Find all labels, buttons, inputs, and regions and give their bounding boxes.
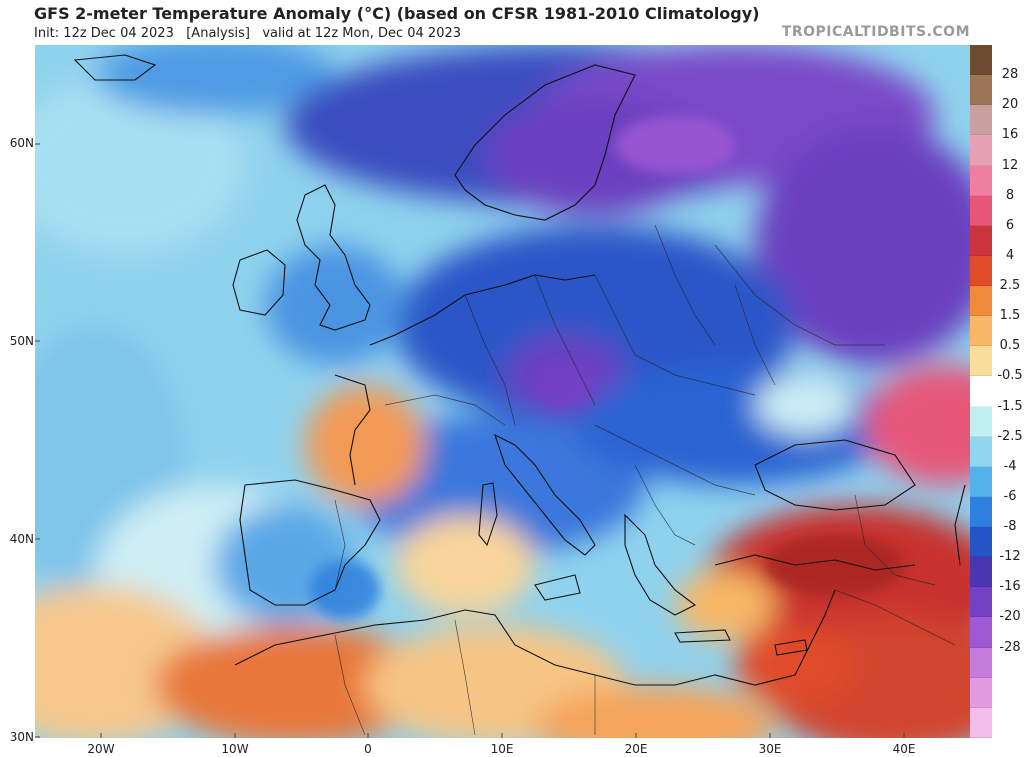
colorbar-label: -2.5 [997,428,1023,444]
colorbar-segment [970,45,992,76]
colorbar-label: 16 [1001,127,1019,143]
colorbar-label: -28 [999,639,1021,655]
colorbar-label: 8 [1005,187,1015,203]
colorbar-label: -12 [999,549,1021,565]
colorbar-segment [970,165,992,196]
colorbar-segment [970,225,992,256]
colorbar-segment [970,105,992,136]
colorbar-label: -1.5 [997,398,1023,414]
colorbar-segment [970,75,992,106]
colorbar-label: 6 [1005,217,1015,233]
colorbar-segment [970,496,992,527]
map-subtitle: Init: 12z Dec 04 2023 [Analysis] valid a… [34,26,462,41]
colorbar-segment [970,286,992,317]
lon-label-20w: 20W [87,742,115,756]
coastlines [73,54,966,686]
lon-label-30e: 30E [758,742,782,756]
lon-label-20e: 20E [624,742,648,756]
lat-label-30n: 30N [9,730,34,744]
lat-label-40n: 40N [9,532,34,546]
colorbar-segment [970,346,992,377]
country-borders [334,224,956,736]
colorbar-segment [970,436,992,467]
colorbar-label: 12 [1001,157,1019,173]
colorbar-label: -6 [1003,488,1017,504]
colorbar-label: 28 [1001,67,1019,83]
colorbar-segment [970,557,992,588]
lon-label-10e: 10E [490,742,514,756]
lat-label-60n: 60N [9,136,34,150]
graticule-ticks [35,143,905,738]
colorbar-segment [970,617,992,648]
colorbar-label: 20 [1001,97,1019,113]
colorbar-label: -8 [1003,519,1017,535]
colorbar-segment [970,195,992,226]
colorbar-segment [970,527,992,558]
map-title: GFS 2-meter Temperature Anomaly (°C) (ba… [34,4,760,23]
colorbar-label: -16 [999,579,1021,595]
colorbar-label: 4 [1005,247,1015,263]
lon-label-10w: 10W [221,742,249,756]
lon-label-40e: 40E [892,742,916,756]
colorbar [970,45,992,738]
colorbar-segment [970,647,992,678]
colorbar-label: 1.5 [999,308,1021,324]
colorbar-label: -0.5 [997,368,1023,384]
colorbar-label: -20 [999,609,1021,625]
colorbar-label: 2.5 [999,278,1021,294]
colorbar-segment [970,255,992,286]
colorbar-segment [970,135,992,166]
lon-label-0: 0 [364,742,372,756]
colorbar-label: -4 [1003,458,1017,474]
colorbar-segment [970,406,992,437]
site-credit: TROPICALTIDBITS.COM [781,24,970,40]
colorbar-segment [970,316,992,347]
colorbar-label: 0.5 [999,338,1021,354]
colorbar-segment [970,587,992,618]
lat-label-50n: 50N [9,334,34,348]
colorbar-segment [970,677,992,708]
colorbar-segment [970,707,992,738]
temperature-anomaly-map [35,45,970,738]
colorbar-segment [970,376,992,407]
colorbar-segment [970,466,992,497]
